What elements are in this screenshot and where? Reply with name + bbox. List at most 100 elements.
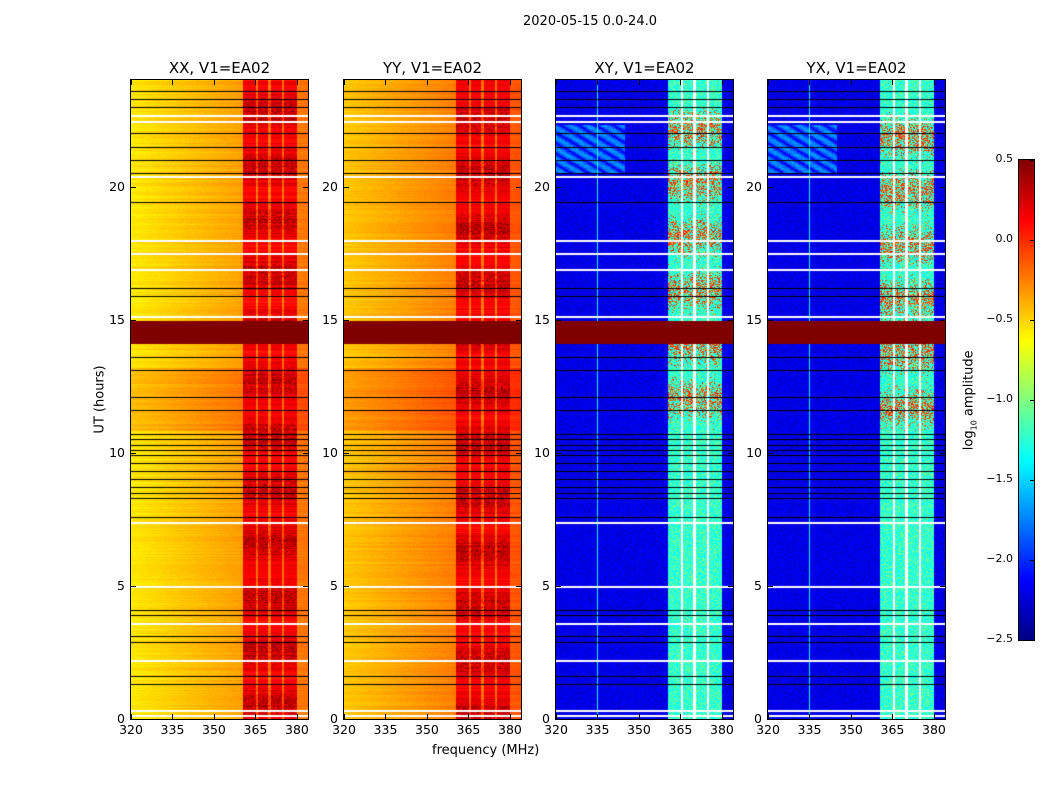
x-tick-label: 350 — [627, 722, 651, 737]
x-tick-mark — [213, 714, 215, 719]
y-tick-mark — [303, 452, 308, 454]
y-tick-mark — [556, 186, 561, 188]
x-tick-mark — [850, 80, 852, 85]
y-tick-label: 20 — [322, 178, 338, 194]
y-tick-mark — [728, 319, 733, 321]
y-tick-label: 15 — [109, 311, 125, 327]
y-tick-mark — [728, 452, 733, 454]
y-tick-mark — [940, 319, 945, 321]
x-tick-mark — [468, 80, 470, 85]
y-tick-mark — [728, 585, 733, 587]
colorbar-tick-label: −2.5 — [986, 632, 1013, 645]
x-tick-mark — [809, 80, 811, 85]
y-tick-mark — [344, 719, 349, 720]
x-tick-mark — [255, 714, 257, 719]
y-tick-label: 10 — [322, 444, 338, 460]
y-tick-label: 10 — [746, 444, 762, 460]
colorbar-tick-mark — [1030, 400, 1034, 401]
colorbar-label-rest: amplitude — [961, 350, 977, 421]
heatmap-image — [344, 80, 521, 719]
x-tick-mark — [768, 80, 769, 85]
x-tick-label: 335 — [160, 722, 185, 737]
y-tick-mark — [344, 186, 349, 188]
y-tick-mark — [344, 319, 349, 321]
y-tick-mark — [131, 186, 136, 188]
x-tick-label: 320 — [332, 722, 356, 737]
y-tick-label: 20 — [534, 178, 550, 194]
colorbar-label-main: log — [961, 430, 977, 451]
colorbar-tick-label: −1.5 — [986, 472, 1013, 485]
y-tick-mark — [131, 452, 136, 454]
x-tick-mark — [426, 714, 428, 719]
y-tick-mark — [728, 186, 733, 188]
x-tick-label: 380 — [922, 722, 946, 737]
x-tick-label: 365 — [243, 722, 268, 737]
y-tick-mark — [556, 719, 561, 720]
x-tick-mark — [892, 714, 894, 719]
x-tick-label: 320 — [544, 722, 568, 737]
y-tick-label: 10 — [109, 444, 125, 460]
x-tick-mark — [426, 80, 428, 85]
y-tick-mark — [516, 452, 521, 454]
x-tick-mark — [509, 80, 511, 85]
x-axis-label: frequency (MHz) — [432, 743, 540, 758]
panel-title: YY, V1=EA02 — [382, 59, 483, 77]
colorbar-tick-label: −0.5 — [986, 312, 1013, 325]
y-tick-label: 0 — [754, 711, 762, 726]
figure-title: 2020-05-15 0.0-24.0 — [523, 14, 657, 29]
y-tick-mark — [303, 585, 308, 587]
y-tick-mark — [940, 452, 945, 454]
y-tick-mark — [344, 452, 349, 454]
panel-title: YX, V1=EA02 — [806, 59, 907, 77]
y-tick-mark — [768, 719, 773, 720]
y-tick-mark — [940, 186, 945, 188]
x-tick-mark — [680, 714, 682, 719]
y-tick-label: 20 — [746, 178, 762, 194]
y-tick-label: 0 — [330, 711, 338, 726]
heatmap-image — [556, 80, 733, 719]
x-tick-label: 380 — [498, 722, 522, 737]
x-tick-mark — [131, 80, 132, 85]
y-tick-label: 10 — [534, 444, 550, 460]
panel-title: XX, V1=EA02 — [168, 59, 271, 77]
x-tick-mark — [721, 80, 723, 85]
x-tick-mark — [172, 80, 174, 85]
x-tick-label: 365 — [880, 722, 905, 737]
y-tick-mark — [728, 719, 733, 720]
x-tick-label: 320 — [756, 722, 780, 737]
colorbar-tick-mark — [1030, 160, 1034, 161]
heatmap-panel-xy — [555, 79, 734, 720]
x-tick-mark — [468, 714, 470, 719]
x-tick-mark — [850, 714, 852, 719]
x-tick-mark — [385, 80, 387, 85]
y-tick-mark — [940, 585, 945, 587]
x-tick-label: 350 — [839, 722, 863, 737]
y-tick-mark — [768, 585, 773, 587]
panel-title: XY, V1=EA02 — [594, 59, 695, 77]
x-tick-label: 365 — [456, 722, 481, 737]
x-tick-mark — [768, 714, 769, 719]
x-tick-mark — [680, 80, 682, 85]
x-tick-mark — [344, 714, 345, 719]
y-tick-label: 5 — [330, 577, 338, 593]
colorbar-tick-mark — [1030, 560, 1034, 561]
y-tick-label: 15 — [534, 311, 550, 327]
x-tick-label: 320 — [119, 722, 143, 737]
x-tick-label: 380 — [285, 722, 309, 737]
y-tick-mark — [516, 186, 521, 188]
x-tick-mark — [892, 80, 894, 85]
x-tick-label: 350 — [202, 722, 226, 737]
x-tick-mark — [172, 714, 174, 719]
colorbar-label-sub: 10 — [969, 420, 979, 431]
colorbar — [1018, 159, 1035, 641]
y-tick-label: 0 — [542, 711, 550, 726]
y-tick-mark — [131, 719, 136, 720]
y-tick-mark — [131, 319, 136, 321]
x-tick-mark — [344, 80, 345, 85]
colorbar-tick-label: 0.5 — [995, 152, 1014, 165]
y-tick-mark — [131, 585, 136, 587]
heatmap-panel-yy — [343, 79, 522, 720]
y-tick-mark — [556, 585, 561, 587]
y-tick-label: 0 — [117, 711, 125, 726]
y-tick-label: 5 — [542, 577, 550, 593]
